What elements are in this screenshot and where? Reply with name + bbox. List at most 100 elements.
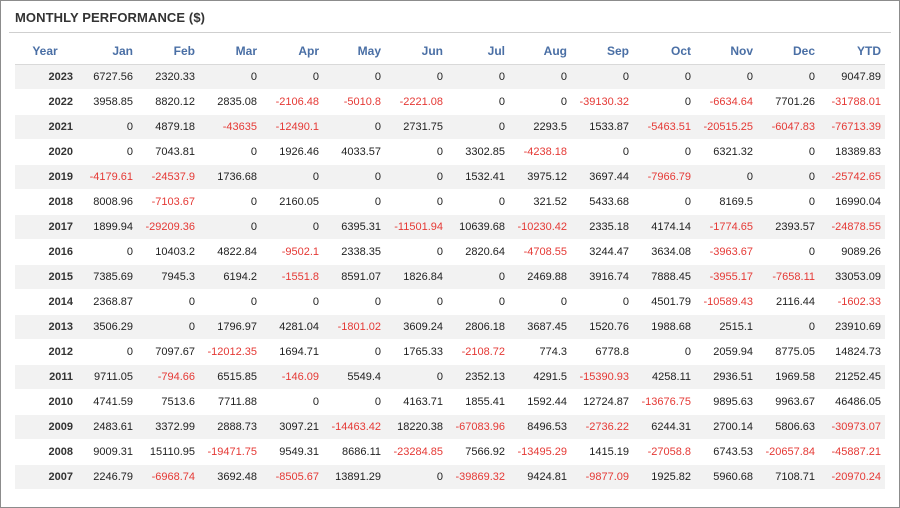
month-cell: 0 <box>385 189 447 215</box>
month-cell: 0 <box>199 139 261 165</box>
month-cell: 0 <box>75 114 137 140</box>
month-cell: 7097.67 <box>137 339 199 365</box>
month-cell: 0 <box>199 189 261 215</box>
month-cell: 4879.18 <box>137 114 199 140</box>
month-cell: 0 <box>323 339 385 365</box>
month-cell: 1796.97 <box>199 314 261 340</box>
month-cell: 7711.88 <box>199 389 261 415</box>
table-row: 2007 2246.79 -6968.74 3692.48 -8505.67 13891.… <box>15 464 885 490</box>
month-cell: -1801.02 <box>323 314 385 340</box>
ytd-cell: -24878.55 <box>819 214 885 240</box>
month-cell: 8496.53 <box>509 414 571 440</box>
month-cell: 2515.1 <box>695 314 757 340</box>
month-cell: 13891.29 <box>323 464 385 490</box>
month-cell: 4033.57 <box>323 139 385 165</box>
month-cell: 7945.3 <box>137 264 199 290</box>
month-cell: 1925.82 <box>633 464 695 490</box>
month-cell: 0 <box>447 289 509 315</box>
year-cell: 2009 <box>15 414 75 440</box>
column-header-mar: Mar <box>199 38 261 65</box>
column-header-jan: Jan <box>75 38 137 65</box>
year-cell: 2008 <box>15 439 75 465</box>
month-cell: 3687.45 <box>509 314 571 340</box>
year-cell: 2021 <box>15 114 75 140</box>
month-cell: 2820.64 <box>447 239 509 265</box>
ytd-cell: 9047.89 <box>819 64 885 90</box>
month-cell: -6047.83 <box>757 114 819 140</box>
month-cell: 0 <box>633 339 695 365</box>
month-cell: -19471.75 <box>199 439 261 465</box>
table-row: 2021 0 4879.18 -43635 -12490.1 0 2731.75 0 2293.… <box>15 114 885 140</box>
month-cell: 1520.76 <box>571 314 633 340</box>
month-cell: 0 <box>757 64 819 90</box>
month-cell: 0 <box>571 289 633 315</box>
month-cell: -23284.85 <box>385 439 447 465</box>
month-cell: 1736.68 <box>199 164 261 190</box>
month-cell: 4501.79 <box>633 289 695 315</box>
month-cell: 3506.29 <box>75 314 137 340</box>
month-cell: -12490.1 <box>261 114 323 140</box>
month-cell: 0 <box>447 64 509 90</box>
table-row: 2012 0 7097.67 -12012.35 1694.71 0 1765.33 -210… <box>15 339 885 365</box>
month-cell: 0 <box>447 114 509 140</box>
month-cell: 0 <box>199 64 261 90</box>
column-header-year: Year <box>15 38 75 65</box>
month-cell: 0 <box>261 389 323 415</box>
month-cell: 0 <box>75 239 137 265</box>
month-cell: 9711.05 <box>75 364 137 390</box>
month-cell: -11501.94 <box>385 214 447 240</box>
year-cell: 2015 <box>15 264 75 290</box>
month-cell: 9895.63 <box>695 389 757 415</box>
month-cell: -10589.43 <box>695 289 757 315</box>
year-cell: 2013 <box>15 314 75 340</box>
table-row: 2010 4741.59 7513.6 7711.88 0 0 4163.71 1855.41… <box>15 389 885 415</box>
month-cell: 0 <box>323 164 385 190</box>
month-cell: 7385.69 <box>75 264 137 290</box>
month-cell: 1694.71 <box>261 339 323 365</box>
month-cell: 2731.75 <box>385 114 447 140</box>
ytd-cell: 23910.69 <box>819 314 885 340</box>
month-cell: -2221.08 <box>385 89 447 115</box>
ytd-cell: 16990.04 <box>819 189 885 215</box>
month-cell: 0 <box>323 289 385 315</box>
month-cell: 0 <box>323 189 385 215</box>
month-cell: 0 <box>75 139 137 165</box>
column-header-dec: Dec <box>757 38 819 65</box>
table-row: 2014 2368.87 0 0 0 0 0 0 0 0 4501.79 -10589.43 2116.… <box>15 289 885 315</box>
month-cell: 0 <box>385 289 447 315</box>
year-cell: 2014 <box>15 289 75 315</box>
month-cell: 6244.31 <box>633 414 695 440</box>
month-cell: 12724.87 <box>571 389 633 415</box>
month-cell: 8169.5 <box>695 189 757 215</box>
month-cell: 2469.88 <box>509 264 571 290</box>
month-cell: 7888.45 <box>633 264 695 290</box>
month-cell: 2835.08 <box>199 89 261 115</box>
year-cell: 2023 <box>15 64 75 90</box>
month-cell: 8008.96 <box>75 189 137 215</box>
month-cell: 1988.68 <box>633 314 695 340</box>
table-row: 2009 2483.61 3372.99 2888.73 3097.21 -14463.4… <box>15 414 885 440</box>
table-row: 2011 9711.05 -794.66 6515.85 -146.09 5549.4 0 2… <box>15 364 885 390</box>
month-cell: 6743.53 <box>695 439 757 465</box>
month-cell: 1926.46 <box>261 139 323 165</box>
month-cell: 9549.31 <box>261 439 323 465</box>
month-cell: 0 <box>199 214 261 240</box>
column-header-nov: Nov <box>695 38 757 65</box>
month-cell: 0 <box>509 89 571 115</box>
year-cell: 2017 <box>15 214 75 240</box>
table-row: 2015 7385.69 7945.3 6194.2 -1551.8 8591.07 182… <box>15 264 885 290</box>
month-cell: 2483.61 <box>75 414 137 440</box>
month-cell: -39869.32 <box>447 464 509 490</box>
month-cell: -7103.67 <box>137 189 199 215</box>
month-cell: 6321.32 <box>695 139 757 165</box>
ytd-cell: -25742.65 <box>819 164 885 190</box>
month-cell: 0 <box>757 139 819 165</box>
month-cell: -146.09 <box>261 364 323 390</box>
ytd-cell: 18389.83 <box>819 139 885 165</box>
month-cell: 0 <box>633 189 695 215</box>
month-cell: 7566.92 <box>447 439 509 465</box>
month-cell: 3916.74 <box>571 264 633 290</box>
month-cell: 0 <box>385 64 447 90</box>
month-cell: 2352.13 <box>447 364 509 390</box>
